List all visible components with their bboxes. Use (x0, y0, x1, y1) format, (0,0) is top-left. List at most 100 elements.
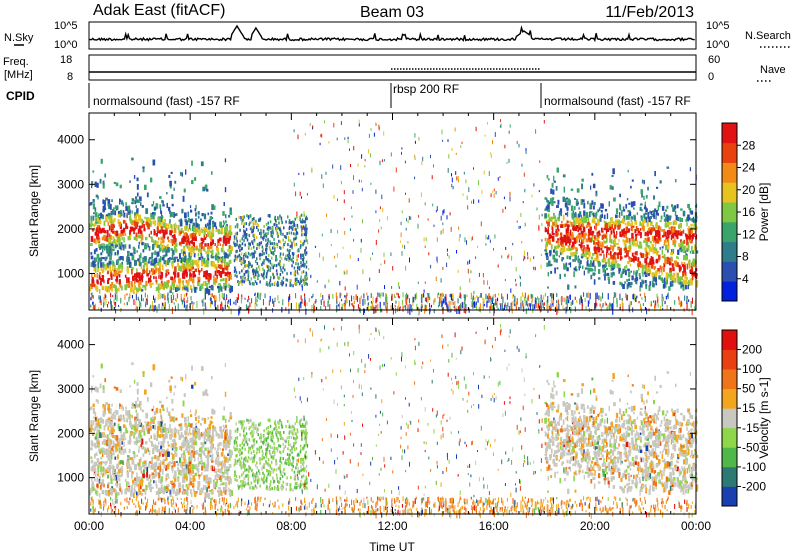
data-cell (304, 296, 306, 304)
data-cell (118, 221, 122, 227)
data-cell (300, 301, 302, 309)
data-cell (404, 301, 406, 305)
data-cell (350, 206, 352, 209)
data-cell (126, 293, 128, 296)
data-cell (525, 300, 527, 306)
data-cell (487, 280, 488, 285)
data-cell (580, 295, 582, 298)
data-cell (571, 212, 574, 219)
data-cell (151, 252, 154, 259)
data-cell (612, 263, 615, 268)
data-cell (140, 266, 143, 270)
data-cell (617, 221, 620, 225)
data-cell (393, 294, 395, 298)
data-cell (176, 256, 178, 259)
data-cell (581, 248, 583, 252)
data-cell (292, 256, 294, 260)
data-cell (265, 275, 268, 279)
data-cell (668, 262, 672, 266)
data-cell (417, 223, 419, 229)
data-cell (424, 202, 426, 206)
data-cell (353, 175, 354, 180)
data-cell (249, 227, 252, 231)
data-cell (278, 301, 280, 304)
data-cell (619, 221, 623, 224)
data-cell (110, 283, 113, 289)
data-cell (150, 221, 152, 227)
data-cell (288, 231, 290, 235)
data-cell (90, 296, 92, 301)
data-cell (693, 262, 696, 267)
data-cell (274, 215, 276, 219)
data-cell (258, 219, 260, 222)
data-cell (359, 297, 361, 305)
data-cell (117, 219, 120, 224)
data-cell (279, 228, 281, 232)
data-cell (97, 195, 99, 200)
data-cell (333, 194, 335, 199)
data-cell (262, 274, 264, 278)
data-cell (145, 280, 148, 287)
data-cell (386, 304, 388, 310)
data-cell (202, 256, 204, 260)
data-cell (300, 244, 302, 248)
data-cell (458, 295, 460, 298)
data-cell (273, 223, 275, 227)
data-cell (228, 272, 231, 278)
data-cell (500, 119, 501, 123)
data-cell (224, 158, 227, 163)
data-cell (145, 298, 147, 302)
data-cell (448, 300, 450, 306)
data-cell (93, 224, 95, 228)
data-cell (294, 270, 297, 274)
data-cell (313, 303, 315, 309)
data-cell (653, 195, 655, 200)
data-cell (154, 220, 157, 226)
data-cell (326, 213, 327, 217)
data-cell (204, 293, 206, 300)
data-cell (249, 253, 251, 257)
data-cell (564, 198, 567, 203)
data-cell (138, 254, 141, 260)
data-cell (296, 281, 298, 285)
data-cell (185, 220, 188, 226)
data-cell (656, 293, 658, 298)
data-cell (545, 228, 548, 233)
data-cell (655, 282, 658, 286)
data-cell (218, 286, 221, 293)
data-cell (276, 242, 279, 246)
data-cell (118, 239, 121, 245)
data-cell (163, 305, 165, 309)
data-cell (424, 308, 426, 314)
data-cell (625, 226, 628, 231)
data-cell (210, 293, 212, 297)
data-cell (296, 231, 298, 234)
data-cell (580, 216, 583, 222)
data-cell (588, 247, 590, 253)
data-cell (155, 279, 158, 283)
data-cell (591, 172, 594, 176)
data-cell (652, 283, 655, 288)
data-cell (162, 201, 164, 205)
data-cell (105, 214, 108, 217)
data-cell (228, 259, 232, 264)
data-cell (646, 256, 649, 259)
data-cell (152, 269, 156, 275)
data-cell (633, 270, 635, 275)
data-cell (133, 299, 135, 306)
data-cell (569, 256, 572, 260)
data-cell (162, 255, 166, 258)
data-cell (593, 212, 595, 217)
data-cell (260, 273, 263, 277)
data-cell (493, 248, 494, 251)
data-cell (576, 300, 578, 303)
data-cell (118, 274, 121, 278)
data-cell (173, 251, 175, 256)
data-cell (254, 292, 256, 296)
data-cell (437, 292, 439, 299)
data-cell (96, 224, 100, 227)
data-cell (483, 304, 485, 307)
data-cell (291, 246, 293, 250)
data-cell (139, 281, 142, 286)
data-cell (277, 295, 279, 301)
